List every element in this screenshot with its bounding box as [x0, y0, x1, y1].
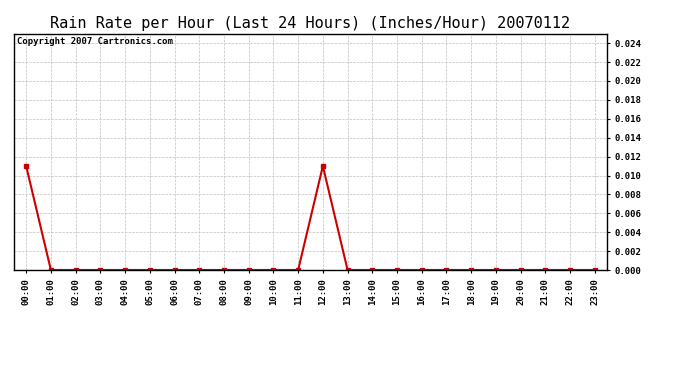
Text: Copyright 2007 Cartronics.com: Copyright 2007 Cartronics.com [17, 37, 172, 46]
Title: Rain Rate per Hour (Last 24 Hours) (Inches/Hour) 20070112: Rain Rate per Hour (Last 24 Hours) (Inch… [50, 16, 571, 31]
